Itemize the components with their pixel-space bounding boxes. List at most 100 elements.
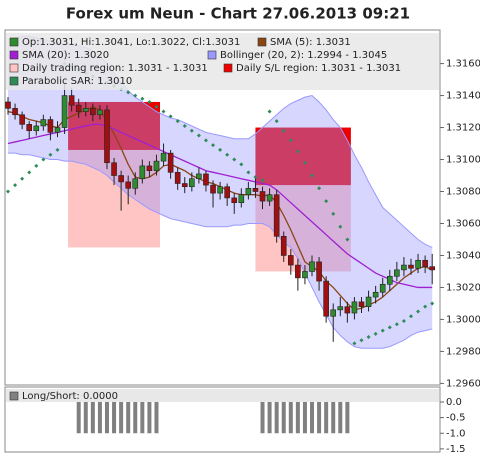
candle-body xyxy=(379,283,386,293)
candle-body xyxy=(302,271,308,279)
candle-body xyxy=(358,301,365,307)
long-short-bar xyxy=(126,402,131,434)
candle-body xyxy=(153,160,160,172)
long-short-bar xyxy=(147,402,152,434)
sar-dot xyxy=(423,304,428,309)
candle-body xyxy=(287,255,294,266)
y-tick-label: -1.0 xyxy=(446,428,466,439)
candle-body xyxy=(394,269,400,277)
sar-dot xyxy=(267,109,272,114)
candle-body xyxy=(295,264,301,279)
candle-body xyxy=(111,162,117,176)
candle-body xyxy=(189,178,195,188)
candle-body xyxy=(401,264,407,271)
candle-body xyxy=(174,172,181,184)
long-short-bar xyxy=(295,402,300,434)
candle-body xyxy=(40,119,47,127)
candle-body xyxy=(181,183,188,188)
candle-body xyxy=(309,261,315,272)
legend-label: Daily trading region: 1.3031 - 1.3031 xyxy=(22,63,208,74)
sub-layer: 0.0 -0.5 -1.0 -1.5 Long/Short: 0.0000 xyxy=(6,389,466,455)
sar-dot xyxy=(203,138,208,143)
bollinger-lower xyxy=(8,152,433,349)
candle-body xyxy=(12,108,18,116)
y-tick-label: 1.3140 xyxy=(446,91,480,102)
candle-body xyxy=(266,194,273,202)
long-short-bar xyxy=(140,402,145,434)
long-short-bar xyxy=(267,402,272,434)
candle-body xyxy=(75,104,82,112)
sar-dot xyxy=(13,183,18,188)
legend-marker xyxy=(9,63,19,73)
sar-dot xyxy=(295,149,300,154)
candle-body xyxy=(422,259,428,267)
candle-body xyxy=(344,306,351,314)
sar-dot xyxy=(48,152,53,157)
candle-body xyxy=(82,108,89,112)
sar-dot xyxy=(310,173,315,178)
legend-box xyxy=(6,389,439,402)
legend-label: Long/Short: 0.0000 xyxy=(22,391,118,402)
sar-dot xyxy=(175,119,180,124)
candle-body xyxy=(231,197,238,204)
candle-body xyxy=(337,306,344,311)
long-short-bar xyxy=(324,402,329,434)
sar-dot xyxy=(211,143,216,148)
candle-body xyxy=(33,125,40,132)
sar-dot xyxy=(338,224,343,229)
sar-dot xyxy=(6,189,10,194)
long-short-bar xyxy=(76,402,81,434)
sar-dot xyxy=(408,314,413,319)
legend-marker xyxy=(9,76,19,86)
legend-label: Bollinger (20, 2): 1.2994 - 1.3045 xyxy=(220,50,387,61)
sar-dot xyxy=(41,157,46,162)
legend-label: SMA (20): 1.3020 xyxy=(22,50,109,61)
sar-dot xyxy=(225,152,230,157)
sar-dot xyxy=(20,176,25,181)
candle-body xyxy=(47,119,54,133)
y-tick-label: 1.3000 xyxy=(446,314,480,325)
sar-dot xyxy=(154,104,159,109)
long-short-bar xyxy=(338,402,343,434)
sma-line xyxy=(7,123,433,289)
long-short-bar xyxy=(274,402,279,434)
legend-label: Op:1.3031, Hi:1.3041, Lo:1.3022, Cl:1.30… xyxy=(22,37,240,48)
sar-dot xyxy=(133,93,138,98)
sar-dot xyxy=(302,160,307,165)
candle-body xyxy=(68,95,75,106)
candle-body xyxy=(280,235,287,256)
y-tick-label: 1.3020 xyxy=(446,282,480,293)
candle-body xyxy=(259,191,266,202)
legend-marker xyxy=(257,37,267,47)
legend-box xyxy=(6,33,439,90)
long-short-bar xyxy=(310,402,315,434)
candle-body xyxy=(118,175,124,183)
long-short-bar xyxy=(90,402,95,434)
sar-dot xyxy=(239,162,244,167)
candle-body xyxy=(351,301,358,314)
candle-body xyxy=(196,173,202,180)
sar-dot xyxy=(288,138,293,143)
candle-body xyxy=(90,108,96,116)
sar-dot xyxy=(274,119,279,124)
candle-body xyxy=(330,309,337,317)
chart-title: Forex um Neun - Chart 27.06.2013 09:21 xyxy=(66,5,410,23)
sl-region xyxy=(255,127,351,186)
candle-body xyxy=(273,194,280,237)
sar-dot xyxy=(430,301,435,306)
long-short-bar xyxy=(83,402,88,434)
sar-dot xyxy=(324,199,329,204)
legend-marker xyxy=(9,50,19,60)
y-tick-label: 1.3160 xyxy=(446,59,480,70)
y-tick-label: 1.3100 xyxy=(446,155,480,166)
candle-body xyxy=(217,186,223,194)
sar-dot xyxy=(232,157,237,162)
candle-body xyxy=(408,264,414,269)
candle-body xyxy=(316,261,322,282)
y-tick-label: 1.3120 xyxy=(446,123,480,134)
sar-dot xyxy=(331,211,336,216)
y-tick-label: 0.0 xyxy=(446,397,462,408)
candle-body xyxy=(97,109,103,116)
